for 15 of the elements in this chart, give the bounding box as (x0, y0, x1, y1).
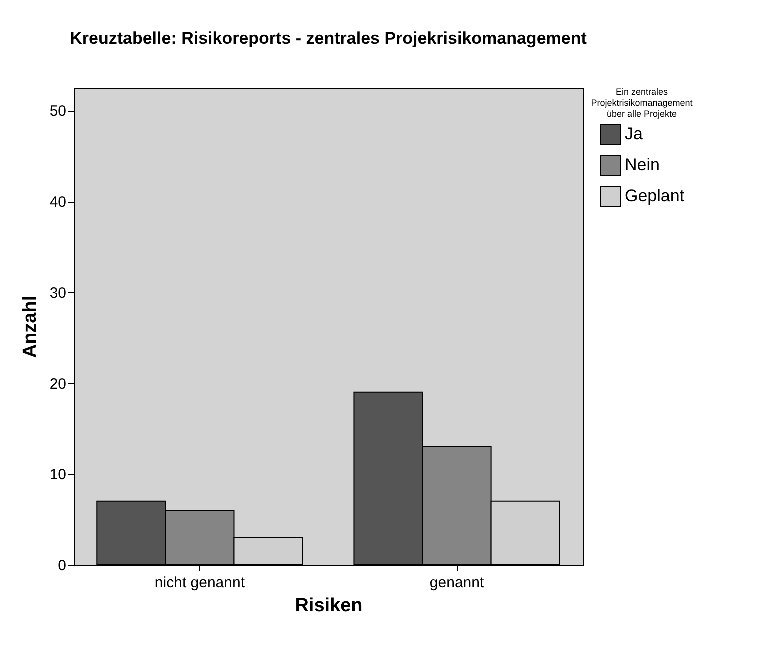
x-tick-label: genannt (430, 574, 485, 592)
x-axis-title: Risiken (295, 596, 363, 616)
legend-label: Geplant (625, 186, 685, 206)
y-tick-label: 20 (50, 376, 66, 393)
legend-label: Ja (625, 124, 644, 144)
chart-title: Kreuztabelle: Risikoreports - zentrales Projekrisikomanagement (70, 29, 588, 48)
legend-label: Nein (625, 156, 660, 174)
legend-title: Ein zentrales Projektrisikomanagement über alle Projekte (591, 87, 694, 119)
x-tick-label: nicht genannt (154, 574, 246, 592)
y-axis-title: Anzahl (20, 296, 41, 358)
y-tick-label: 30 (50, 284, 66, 302)
y-tick-label: 50 (50, 103, 66, 120)
y-tick-label: 10 (50, 466, 66, 484)
y-tick-label: 0 (58, 558, 66, 574)
y-tick-label: 40 (50, 194, 66, 212)
